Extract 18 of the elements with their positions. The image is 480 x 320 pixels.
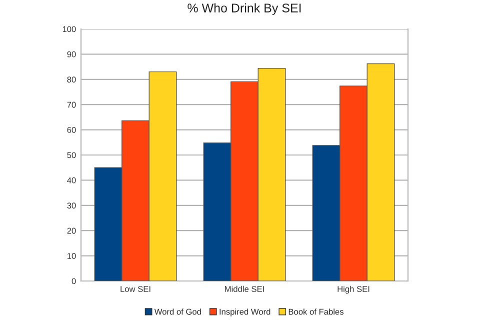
chart-title: % Who Drink By SEI xyxy=(188,3,301,15)
y-tick-label: 90 xyxy=(67,51,76,58)
y-tick-label: 60 xyxy=(67,127,76,133)
y-tick-label: 40 xyxy=(67,177,76,184)
legend-label: Word of God xyxy=(154,308,201,315)
x-tick-label: Middle SEI xyxy=(225,286,264,292)
y-tick-label: 0 xyxy=(72,278,76,284)
y-tick-label: 10 xyxy=(68,253,76,259)
legend-label: Book of Fables xyxy=(288,308,344,315)
y-tick-label: 20 xyxy=(67,228,76,234)
x-tick-label: Low SEI xyxy=(120,286,150,292)
legend-label: Inspired Word xyxy=(220,308,270,316)
y-tick-label: 30 xyxy=(67,202,76,208)
y-tick-label: 100 xyxy=(62,26,76,32)
x-tick-label: High SEI xyxy=(338,286,370,294)
y-tick-label: 70 xyxy=(67,102,76,108)
y-tick-label: 80 xyxy=(67,76,76,82)
y-tick-label: 50 xyxy=(67,152,76,158)
